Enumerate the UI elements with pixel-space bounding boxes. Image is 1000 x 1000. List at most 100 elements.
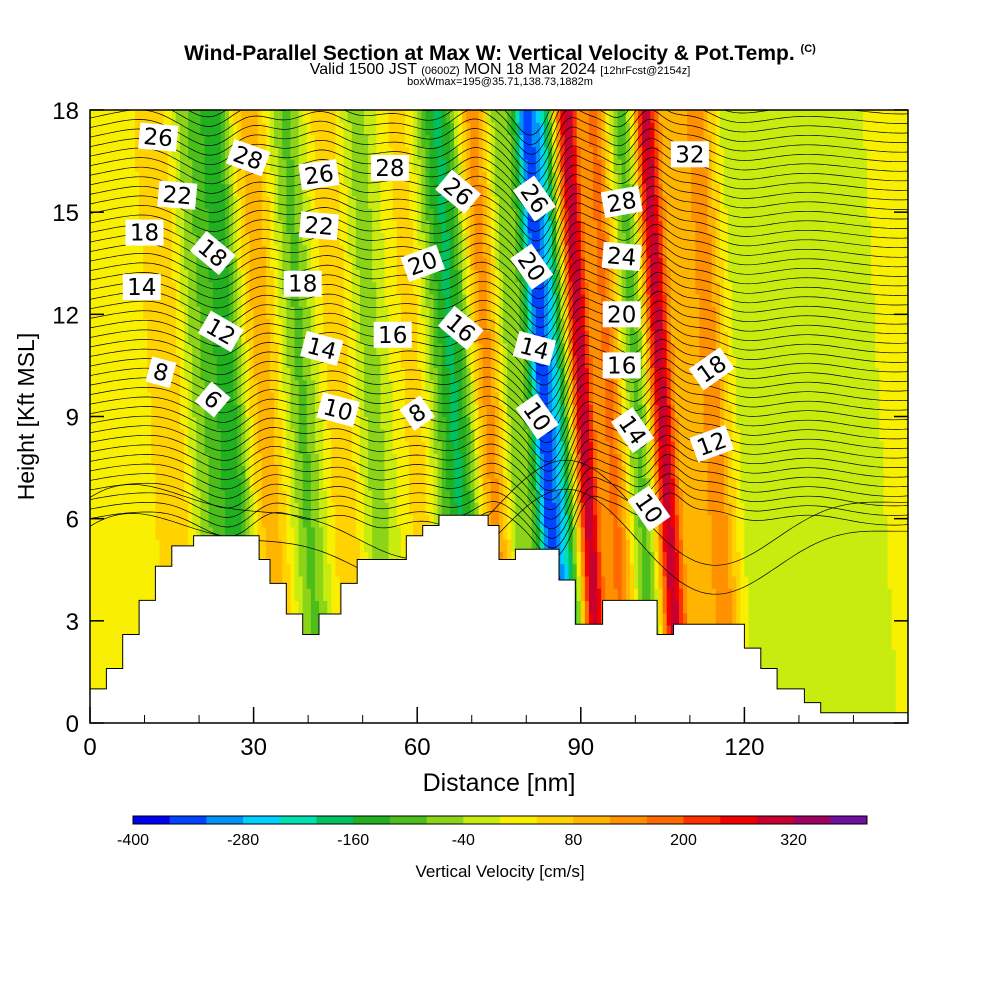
velocity-cell [576,600,582,614]
velocity-cell [732,490,737,503]
velocity-cell [478,453,484,467]
velocity-cell [838,686,844,700]
velocity-cell [355,477,361,491]
velocity-cell [899,673,905,687]
velocity-cell [323,465,328,479]
velocity-cell [879,600,885,614]
velocity-cell [650,428,656,442]
velocity-cell [580,416,586,430]
velocity-cell [359,526,365,540]
velocity-cell [220,465,226,479]
velocity-cell [449,416,455,430]
velocity-cell [756,600,762,614]
velocity-cell [478,490,484,503]
velocity-cell [858,428,864,442]
velocity-cell [134,416,140,430]
velocity-cell [858,600,864,614]
velocity-cell [854,502,860,516]
velocity-cell [122,428,128,442]
velocity-cell [842,514,848,528]
velocity-cell [756,539,762,552]
velocity-cell [695,477,701,491]
velocity-cell [883,575,889,589]
velocity-cell [204,490,210,503]
velocity-cell [220,428,226,442]
velocity-cell [400,428,406,442]
velocity-cell [903,612,908,626]
velocity-cell [433,514,439,528]
velocity-cell [576,539,582,552]
velocity-cell [678,441,684,454]
velocity-cell [564,428,570,442]
velocity-cell [768,624,774,638]
velocity-cell [290,465,296,479]
velocity-cell [658,428,664,442]
velocity-cell [134,563,140,577]
velocity-cell [310,563,316,577]
velocity-cell [331,465,336,479]
velocity-cell [200,526,206,540]
velocity-cell [875,600,880,614]
velocity-cell [891,575,897,589]
velocity-cell [184,514,189,528]
velocity-cell [842,490,848,503]
velocity-cell [494,416,500,430]
velocity-cell [134,453,140,467]
velocity-cell [678,551,684,565]
velocity-cell [134,612,140,626]
velocity-cell [838,563,844,577]
velocity-cell [372,465,377,479]
velocity-cell [241,477,247,491]
velocity-cell [883,600,889,614]
velocity-cell [515,465,521,479]
velocity-cell [842,441,848,454]
velocity-cell [323,526,328,540]
velocity-cell [830,502,835,516]
velocity-cell [842,698,848,712]
velocity-cell [879,649,885,663]
velocity-cell [822,563,827,577]
velocity-cell [719,416,725,430]
velocity-cell [188,526,193,540]
velocity-cell [601,465,606,479]
velocity-cell [302,563,308,577]
velocity-cell [310,453,316,467]
velocity-cell [306,490,312,503]
velocity-cell [793,465,799,479]
velocity-cell [409,453,414,467]
velocity-cell [368,551,373,565]
velocity-cell [760,588,766,601]
velocity-cell [887,649,893,663]
velocity-cell [777,649,782,663]
velocity-cell [781,563,786,577]
velocity-cell [830,624,835,638]
velocity-cell [609,588,615,601]
velocity-cell [134,624,140,638]
velocity-cell [850,637,856,651]
velocity-cell [883,441,889,454]
velocity-cell [143,441,148,454]
velocity-cell [347,563,353,577]
velocity-cell [797,477,803,491]
velocity-cell [678,502,684,516]
velocity-cell [257,551,263,565]
velocity-cell [445,416,451,430]
velocity-cell [764,514,770,528]
velocity-cell [658,453,664,467]
velocity-cell [556,514,561,528]
velocity-cell [822,416,827,430]
velocity-cell [458,465,463,479]
velocity-cell [646,551,651,565]
velocity-cell [327,490,332,503]
velocity-cell [642,477,647,491]
velocity-cell [147,563,152,577]
velocity-cell [535,477,541,491]
velocity-cell [192,416,197,430]
velocity-cell [826,490,831,503]
velocity-cell [490,477,496,491]
velocity-cell [732,514,737,528]
velocity-cell [867,637,872,651]
velocity-cell [752,637,758,651]
velocity-cell [539,477,545,491]
velocity-cell [98,551,103,565]
